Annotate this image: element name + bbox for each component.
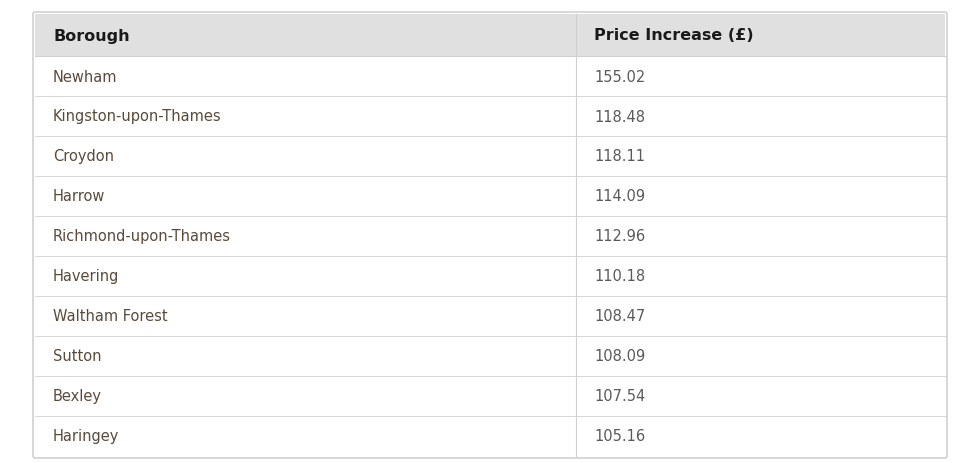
Text: Harrow: Harrow xyxy=(53,189,106,204)
Text: 110.18: 110.18 xyxy=(595,269,646,284)
Text: Newham: Newham xyxy=(53,69,118,84)
Text: Price Increase (£): Price Increase (£) xyxy=(595,28,754,44)
Text: Sutton: Sutton xyxy=(53,349,102,364)
Text: Borough: Borough xyxy=(53,28,129,44)
Text: 114.09: 114.09 xyxy=(595,189,646,204)
Text: 105.16: 105.16 xyxy=(595,429,646,444)
Text: Croydon: Croydon xyxy=(53,149,114,164)
Text: Richmond-upon-Thames: Richmond-upon-Thames xyxy=(53,229,231,244)
Text: 118.11: 118.11 xyxy=(595,149,646,164)
Text: 107.54: 107.54 xyxy=(595,388,646,404)
Text: 155.02: 155.02 xyxy=(595,69,646,84)
Text: Haringey: Haringey xyxy=(53,429,120,444)
Text: Bexley: Bexley xyxy=(53,388,102,404)
Text: 108.47: 108.47 xyxy=(595,309,646,324)
FancyBboxPatch shape xyxy=(33,13,947,458)
Text: Waltham Forest: Waltham Forest xyxy=(53,309,168,324)
Text: 108.09: 108.09 xyxy=(595,349,646,364)
Text: 112.96: 112.96 xyxy=(595,229,646,244)
Text: Havering: Havering xyxy=(53,269,120,284)
Text: 118.48: 118.48 xyxy=(595,109,646,124)
Bar xyxy=(35,15,945,57)
Text: Kingston-upon-Thames: Kingston-upon-Thames xyxy=(53,109,221,124)
